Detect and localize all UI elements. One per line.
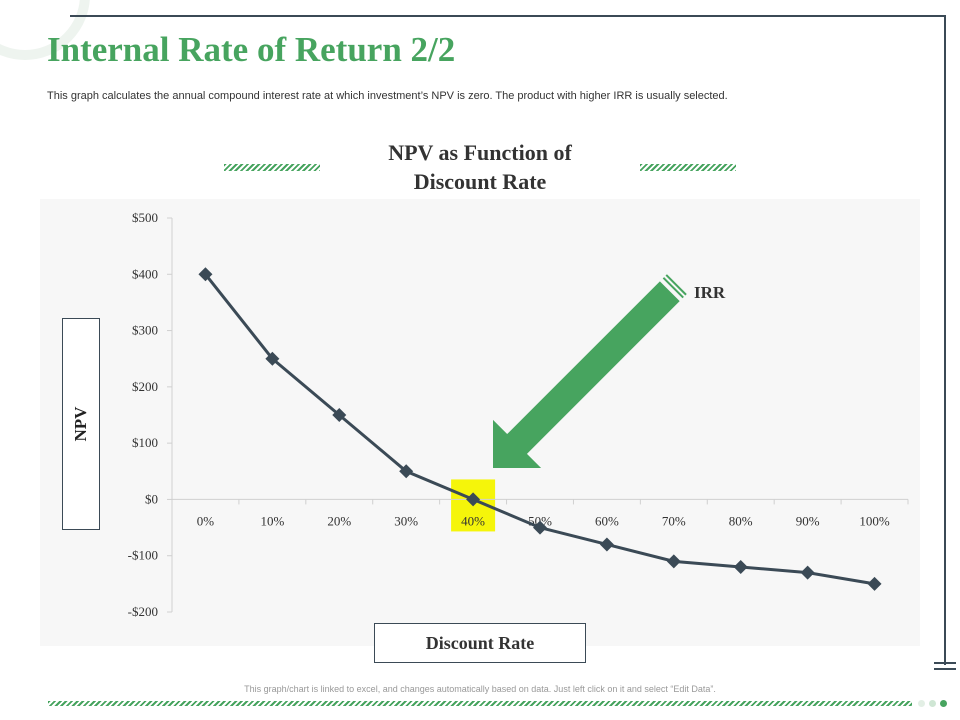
footer-dot bbox=[918, 700, 925, 707]
data-point-marker bbox=[466, 492, 481, 507]
data-point-marker bbox=[399, 464, 414, 479]
footer-note: This graph/chart is linked to excel, and… bbox=[244, 684, 716, 694]
x-axis-label: Discount Rate bbox=[425, 632, 535, 653]
footer-stripe bbox=[48, 701, 912, 706]
footer-dot bbox=[940, 700, 947, 707]
data-point-marker bbox=[332, 408, 347, 422]
arrow-shape bbox=[493, 281, 680, 468]
y-tick-label: $0 bbox=[145, 491, 158, 506]
data-point-marker bbox=[265, 351, 280, 366]
page-subtitle: This graph calculates the annual compoun… bbox=[47, 90, 728, 102]
data-point-marker bbox=[599, 537, 614, 552]
y-tick-label: -$200 bbox=[128, 604, 158, 619]
data-point-marker bbox=[733, 559, 748, 574]
data-point-marker bbox=[800, 565, 815, 580]
x-tick-label: 90% bbox=[796, 513, 820, 528]
frame-tick bbox=[934, 668, 956, 670]
data-point-marker bbox=[198, 267, 213, 282]
y-tick-label: $300 bbox=[132, 323, 158, 338]
x-tick-label: 60% bbox=[595, 513, 619, 528]
x-tick-label: 30% bbox=[394, 513, 418, 528]
frame-tick bbox=[934, 662, 956, 664]
title-stripe-right bbox=[640, 164, 736, 171]
y-tick-label: $200 bbox=[132, 379, 158, 394]
arrow-tail-stripe bbox=[665, 274, 687, 296]
chart-title-line: NPV as Function of bbox=[388, 140, 572, 165]
y-tick-label: $400 bbox=[132, 266, 158, 281]
x-tick-label: 100% bbox=[859, 513, 890, 528]
title-stripe-left bbox=[224, 164, 320, 171]
x-tick-label: 70% bbox=[662, 513, 686, 528]
x-tick-label: 20% bbox=[327, 513, 351, 528]
arrow-tail-stripe bbox=[662, 277, 684, 299]
data-point-marker bbox=[533, 520, 547, 535]
data-point-marker bbox=[867, 576, 882, 591]
chart-title: NPV as Function of Discount Rate bbox=[330, 138, 630, 196]
x-tick-label: 80% bbox=[729, 513, 753, 528]
data-point-marker bbox=[666, 554, 681, 569]
plot-area[interactable] bbox=[40, 199, 920, 646]
y-tick-label: $100 bbox=[132, 435, 158, 450]
y-tick-label: -$100 bbox=[128, 548, 158, 563]
page-title: Internal Rate of Return 2/2 bbox=[47, 30, 456, 69]
chart-title-line: Discount Rate bbox=[413, 169, 547, 194]
x-axis-label-box: Discount Rate bbox=[374, 623, 586, 663]
footer-dot bbox=[929, 700, 936, 707]
x-tick-label: 0% bbox=[197, 513, 215, 528]
irr-annotation-label: IRR bbox=[694, 283, 726, 302]
y-tick-label: $500 bbox=[132, 210, 158, 225]
x-tick-label: 10% bbox=[260, 513, 284, 528]
x-tick-label: 40% bbox=[461, 513, 485, 528]
frame-right-line bbox=[944, 15, 946, 665]
irr-arrow bbox=[493, 274, 687, 468]
frame-top-line bbox=[70, 15, 946, 17]
y-axis-label: NPV bbox=[71, 406, 90, 442]
y-axis-label-box: NPV bbox=[62, 318, 100, 530]
